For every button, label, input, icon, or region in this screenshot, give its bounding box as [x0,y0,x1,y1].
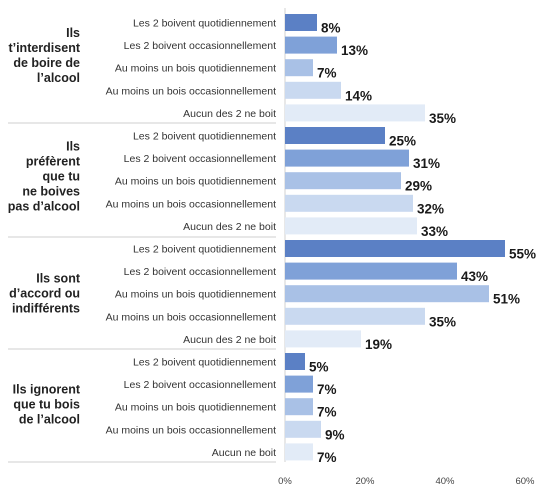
value-label: 9% [325,427,345,442]
value-label: 7% [317,405,337,420]
group-label-line: de l’alcool [19,413,80,427]
group-label-line: préfèrent [26,155,81,169]
value-label: 8% [321,21,341,36]
group-label-line: d’accord ou [9,287,80,301]
category-label: Aucun des 2 ne boit [183,334,276,346]
bar [285,104,425,122]
value-label: 35% [429,111,456,126]
value-label: 31% [413,156,440,171]
category-label: Au moins un bois quotidiennement [115,63,276,75]
value-label: 7% [317,382,337,397]
category-label: Au moins un bois quotidiennement [115,289,276,301]
bar [285,285,489,303]
group-label-line: pas d’alcool [8,200,80,214]
category-label: Les 2 boivent quotidiennement [133,244,276,256]
category-label: Les 2 boivent occasionnellement [124,379,276,391]
group-label-line: Ils [66,140,80,154]
bar [285,14,317,31]
group-label-line: que tu [43,170,81,184]
value-label: 19% [365,337,392,352]
value-label: 43% [461,269,488,284]
category-label: Aucun ne boit [212,447,276,459]
x-tick-label: 60% [515,476,535,486]
bar [285,81,341,99]
bar [285,127,385,144]
x-tick-label: 20% [355,476,375,486]
group-label: Ils ignorent que tu bois de l’alcool [13,383,81,427]
bar [285,353,305,370]
category-label: Aucun des 2 ne boit [183,108,276,120]
value-label: 5% [309,360,329,375]
bar [285,36,337,54]
bar [285,443,313,461]
group-label: Ils sont d’accord ou indifférents [9,272,81,316]
bar [285,217,417,235]
category-label: Les 2 boivent occasionnellement [124,266,276,278]
category-label: Les 2 boivent occasionnellement [124,40,276,52]
category-label: Au moins un bois occasionnellement [106,311,277,323]
group-label-line: Ils sont [36,272,81,286]
value-label: 51% [493,292,520,307]
bar [285,59,313,77]
bar [285,375,313,393]
bar [285,420,321,438]
category-label: Les 2 boivent quotidiennement [133,18,276,30]
x-tick-label: 40% [435,476,455,486]
group-label-line: Ils [66,26,80,40]
group-label-line: l’alcool [37,71,80,85]
value-label: 35% [429,314,456,329]
value-label: 7% [317,66,337,81]
group-label-line: de boire de [13,56,80,70]
bar [285,307,425,325]
category-label: Au moins un bois occasionnellement [106,424,277,436]
bar [285,240,505,257]
bar [285,194,413,212]
category-label: Au moins un bois quotidiennement [115,402,276,414]
value-label: 13% [341,43,368,58]
group-label-line: que tu bois [13,398,80,412]
value-label: 32% [417,201,444,216]
category-label: Les 2 boivent quotidiennement [133,131,276,143]
bar [285,262,457,280]
bar [285,398,313,416]
category-label: Au moins un bois quotidiennement [115,176,276,188]
bar [285,330,361,348]
group-label-line: indifférents [12,302,80,316]
value-label: 25% [389,134,416,149]
group-label: Ils t’interdisent de boire de l’alcool [8,26,80,85]
category-label: Aucun des 2 ne boit [183,221,276,233]
category-label: Les 2 boivent occasionnellement [124,153,276,165]
value-label: 33% [421,224,448,239]
value-label: 7% [317,450,337,465]
value-label: 29% [405,179,432,194]
group-label-line: Ils ignorent [13,383,81,397]
group-label-line: t’interdisent [8,41,80,55]
bar [285,172,401,190]
bar [285,149,409,167]
x-tick-label: 0% [278,476,292,486]
group-label: Ils préfèrent que tu ne boives pas d’alcool [8,140,81,214]
value-label: 14% [345,88,372,103]
value-label: 55% [509,247,536,262]
category-label: Au moins un bois occasionnellement [106,198,277,210]
category-label: Au moins un bois occasionnellement [106,85,277,97]
group-label-line: ne boives [22,185,80,199]
category-label: Les 2 boivent quotidiennement [133,357,276,369]
